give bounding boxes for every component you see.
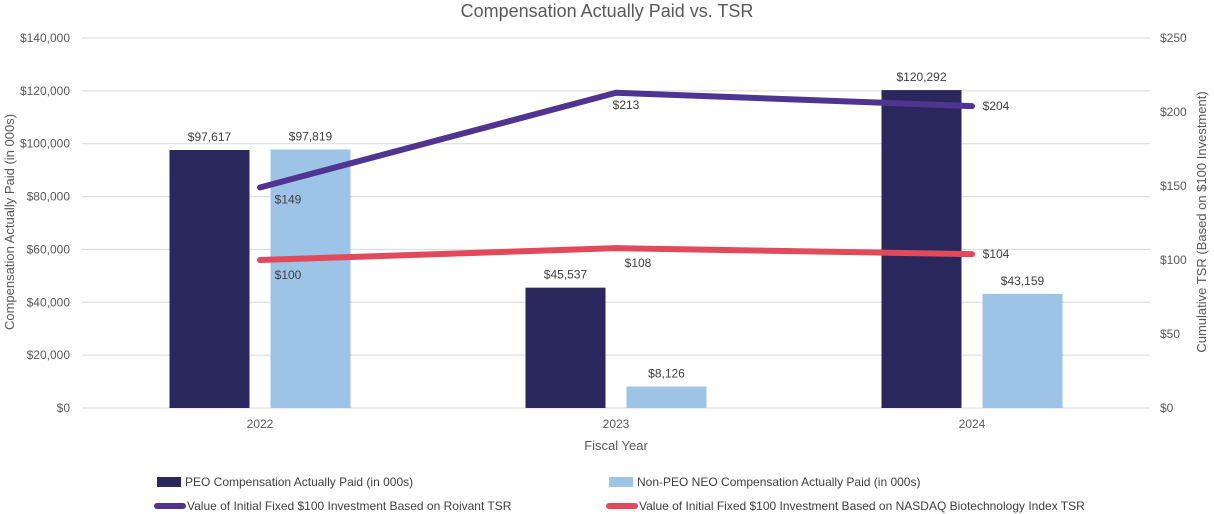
legend-label: Value of Initial Fixed $100 Investment B… [639,499,1085,513]
bar-data-label: $8,126 [648,367,685,381]
series-line [257,89,975,191]
y-tick-label: $20,000 [27,348,71,362]
y-tick-label: $80,000 [27,190,71,204]
y-tick-label: $140,000 [20,31,70,45]
bar [626,386,707,408]
legend-label: Value of Initial Fixed $100 Investment B… [187,499,512,513]
bar-data-label: $97,819 [289,129,333,143]
bar-data-label: $43,159 [1001,274,1045,288]
bar-data-label: $97,617 [188,130,232,144]
y2-tick-label: $200 [1160,105,1187,119]
line-data-label: $100 [275,268,302,282]
bar [982,293,1063,408]
legend-label: Non-PEO NEO Compensation Actually Paid (… [637,475,920,489]
y2-tick-label: $50 [1160,327,1180,341]
legend-label: PEO Compensation Actually Paid (in 000s) [185,475,413,489]
line-data-label: $108 [625,256,652,270]
series-line [257,245,975,263]
y2-tick-label: $250 [1160,31,1187,45]
y-tick-label: $40,000 [27,295,71,309]
gridlines [82,37,1150,409]
y-tick-label: $120,000 [20,84,70,98]
bars [169,90,1063,409]
bar [881,90,962,409]
y2-axis-title: Cumulative TSR (Based on $100 Investment… [1194,91,1209,352]
line-data-label: $149 [275,192,302,206]
legend-swatch [609,477,633,487]
lines [257,89,975,263]
bar-data-label: $120,292 [896,70,946,84]
y2-tick-label: $150 [1160,179,1187,193]
legend: PEO Compensation Actually Paid (in 000s)… [154,475,1085,513]
bar [525,287,606,408]
bar [169,150,250,408]
axes: $0 $20,000 $40,000 $60,000 $80,000 $100,000 $1… [20,31,1187,431]
chart-title: Compensation Actually Paid vs. TSR [461,1,754,21]
x-tick-label: 2022 [247,417,274,431]
bar [270,149,351,408]
legend-swatch [157,477,181,487]
line-data-label: $204 [983,99,1010,113]
y2-tick-label: $100 [1160,253,1187,267]
y-tick-label: $60,000 [27,242,71,256]
y2-tick-label: $0 [1160,401,1174,415]
bar-data-label: $45,537 [544,268,588,282]
x-tick-label: 2024 [959,417,986,431]
y-tick-label: $100,000 [20,137,70,151]
line-data-label: $213 [613,98,640,112]
x-tick-label: 2023 [603,417,630,431]
y-axis-title: Compensation Actually Paid (in 000s) [2,114,17,330]
line-data-label: $104 [983,247,1010,261]
data-labels: $97,617 $45,537 $120,292 $97,819 $8,126 $43,1… [188,70,1045,380]
x-axis-title: Fiscal Year [584,438,648,453]
y-tick-label: $0 [57,401,71,415]
